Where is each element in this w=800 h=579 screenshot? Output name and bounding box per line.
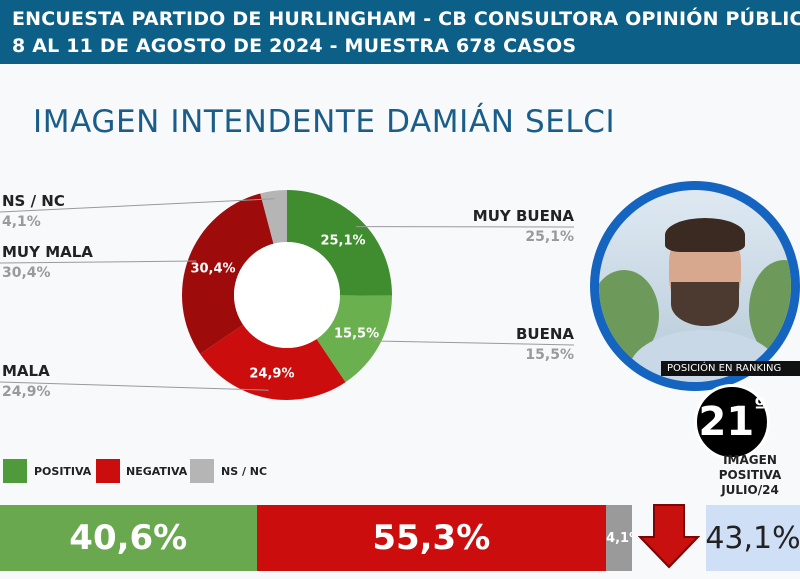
previous-positive-image: 43,1%: [705, 505, 800, 571]
mayor-photo: [590, 181, 800, 391]
legend-nsnc: NS / NC: [221, 465, 268, 478]
leader-line: [0, 260, 197, 264]
bar-nsnc: 4,1%: [606, 505, 632, 571]
legend-swatch-negativa: [96, 459, 120, 483]
label-buena-value: 15,5%: [525, 347, 574, 363]
leader-line: [0, 198, 275, 213]
slice-buena: [316, 295, 392, 383]
legend-negativa: NEGATIVA: [126, 465, 188, 478]
label-muy-buena-value: 25,1%: [525, 229, 574, 245]
down-arrow-icon: [638, 504, 700, 569]
slice-value-label: 24,9%: [249, 367, 294, 382]
header-banner: ENCUESTA PARTIDO DE HURLINGHAM - CB CONS…: [0, 0, 800, 64]
label-muy-mala-value: 30,4%: [2, 265, 51, 281]
slice-ns-nc: [260, 190, 287, 244]
ranking-suffix: º: [754, 393, 766, 417]
ranking-note-line3: JULIO/24: [721, 483, 779, 497]
ranking-badge: 21º: [694, 384, 770, 460]
slice-muy-mala: [182, 193, 274, 355]
survey-dates-sample: 8 AL 11 DE AGOSTO DE 2024 - MUESTRA 678 …: [12, 35, 577, 57]
survey-title: ENCUESTA PARTIDO DE HURLINGHAM - CB CONS…: [12, 8, 800, 30]
leader-line: [0, 381, 269, 391]
ranking-label: POSICIÓN EN RANKING: [661, 361, 800, 376]
leader-line: [372, 340, 575, 346]
label-mala-value: 24,9%: [2, 384, 51, 400]
bar-positiva: 40,6%: [0, 505, 257, 571]
legend-positiva: POSITIVA: [34, 465, 92, 478]
legend-swatch-positiva: [3, 459, 27, 483]
slice-value-label: 25,1%: [320, 233, 365, 248]
label-muy-mala-name: MUY MALA: [2, 243, 93, 261]
bar-negativa: 55,3%: [256, 505, 607, 571]
page-title: IMAGEN INTENDENTE DAMIÁN SELCI: [33, 104, 616, 140]
ranking-note-line1: IMAGEN: [723, 453, 777, 467]
legend-swatch-nsnc: [190, 459, 214, 483]
ranking-number: 21: [698, 399, 755, 445]
slice-mala: [200, 324, 346, 400]
ranking-note-line2: POSITIVA: [718, 468, 782, 482]
label-nsnc-value: 4,1%: [2, 214, 41, 230]
label-muy-buena-name: MUY BUENA: [472, 207, 574, 225]
slice-muy-buena: [287, 190, 392, 296]
slice-value-label: 30,4%: [190, 261, 235, 276]
label-mala-name: MALA: [2, 362, 50, 380]
label-nsnc-name: NS / NC: [2, 192, 65, 210]
slice-value-label: 15,5%: [334, 326, 379, 341]
donut-hole: [234, 242, 340, 348]
label-buena-name: BUENA: [515, 325, 574, 343]
